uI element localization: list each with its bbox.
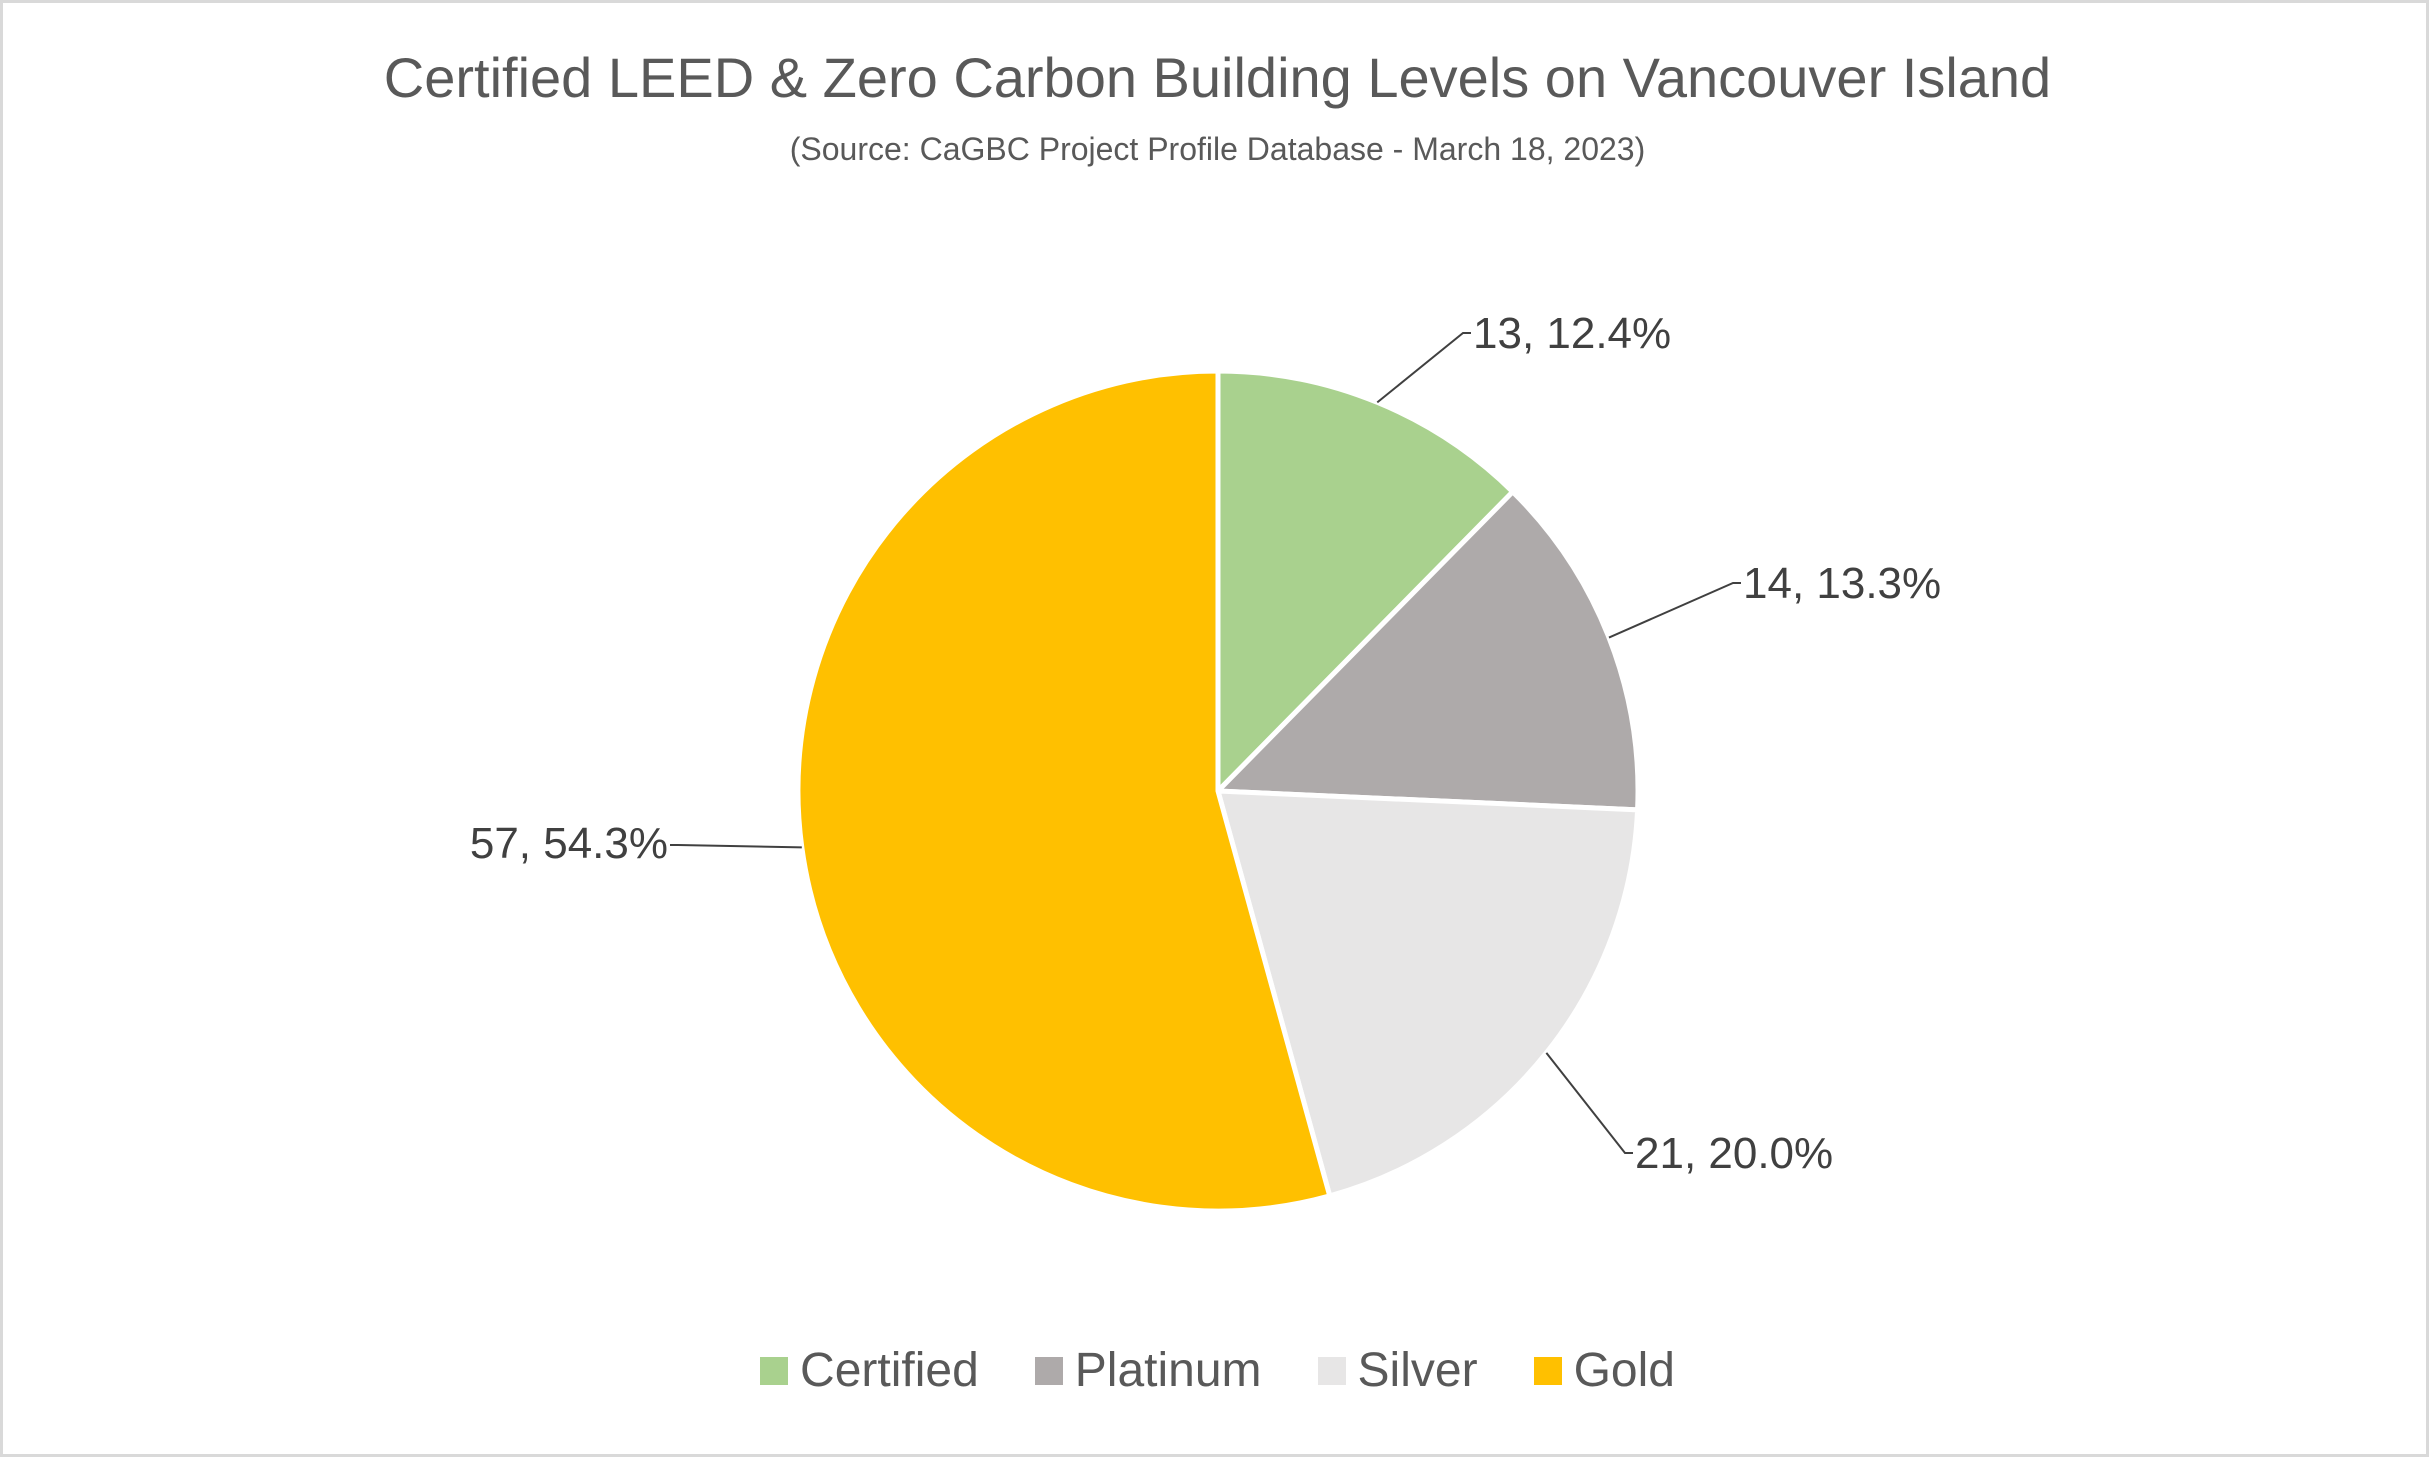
leader-line-gold [670, 844, 802, 849]
legend-label-silver: Silver [1357, 1344, 1478, 1397]
leader-line-silver [1545, 1052, 1633, 1154]
pie-slice-platinum [1215, 489, 1641, 813]
legend-swatch-platinum [1034, 1356, 1063, 1385]
data-label-silver: 21, 20.0% [1635, 1129, 1833, 1178]
data-label-certified: 13, 12.4% [1473, 309, 1671, 358]
legend-swatch-gold [1533, 1356, 1562, 1385]
chart-subtitle: (Source: CaGBC Project Profile Database … [789, 131, 1646, 167]
pie-slice-silver [1215, 788, 1641, 1199]
legend-item-certified: Certified [760, 1343, 979, 1398]
legend-item-silver: Silver [1317, 1343, 1478, 1398]
data-label-platinum: 14, 13.3% [1743, 559, 1941, 608]
legend-item-platinum: Platinum [1034, 1343, 1262, 1398]
legend-label-platinum: Platinum [1074, 1344, 1262, 1397]
legend-item-gold: Gold [1533, 1343, 1675, 1398]
legend-label-certified: Certified [800, 1344, 979, 1397]
pie-chart: 13, 12.4% 14, 13.3% 21, 20.0% 57, 54.3% [470, 309, 1941, 1214]
data-label-gold: 57, 54.3% [470, 819, 668, 868]
legend: Certified Platinum Silver Gold [3, 1343, 2429, 1398]
chart-title: Certified LEED & Zero Carbon Building Le… [383, 46, 2052, 109]
leader-line-certified [1376, 332, 1471, 404]
legend-label-gold: Gold [1573, 1344, 1675, 1397]
legend-swatch-silver [1317, 1356, 1346, 1385]
leader-line-platinum [1608, 582, 1741, 639]
legend-swatch-certified [760, 1356, 789, 1385]
